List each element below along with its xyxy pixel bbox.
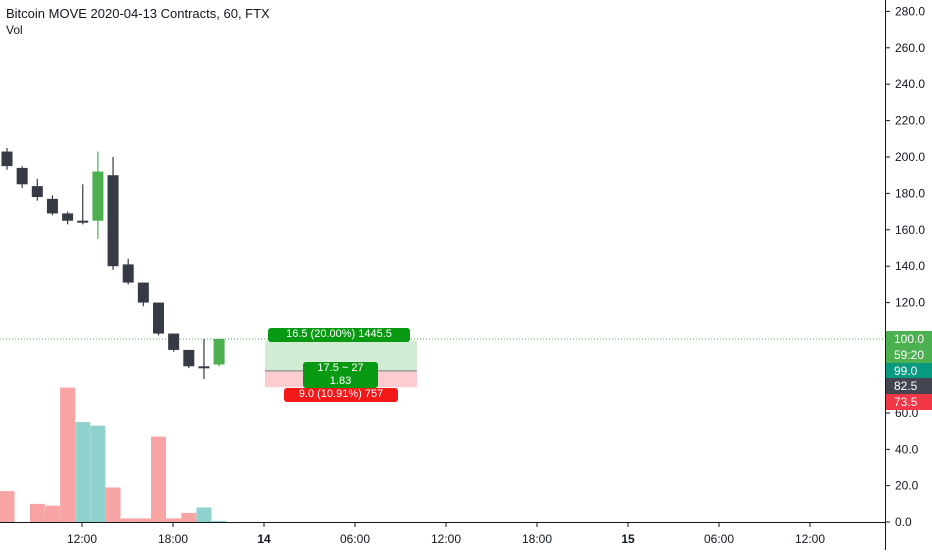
price-axis-label: 99.0: [886, 363, 932, 379]
price-tick-label: 160.0: [895, 223, 925, 237]
target-label: 16.5 (20.00%) 1445.5: [268, 328, 410, 342]
price-axis-label: 73.5: [886, 394, 932, 410]
volume-bar: [90, 426, 105, 522]
candle-body: [138, 283, 149, 303]
legend-title: Bitcoin MOVE 2020-04-13 Contracts, 60, F…: [6, 6, 270, 22]
chart-legend: Bitcoin MOVE 2020-04-13 Contracts, 60, F…: [6, 6, 270, 38]
time-tick-label: 12:00: [67, 532, 97, 546]
volume-tick-label: 20.0: [895, 479, 919, 493]
volume-bar: [30, 504, 45, 522]
candle-body: [168, 334, 179, 350]
volume-bar: [60, 388, 75, 522]
stop-label: 9.0 (10.91%) 757: [284, 388, 398, 402]
volume-bar: [151, 437, 166, 522]
candle-body: [198, 366, 209, 368]
time-tick-label: 14: [257, 532, 271, 546]
price-tick-label: 220.0: [895, 114, 925, 128]
price-tick-label: 120.0: [895, 296, 925, 310]
candle-body: [17, 168, 28, 184]
volume-bar: [106, 487, 121, 522]
legend-volume: Vol: [6, 22, 270, 38]
time-tick-label: 18:00: [158, 532, 188, 546]
volume-bar: [136, 518, 151, 522]
volume-bar: [121, 518, 136, 522]
candle-body: [183, 350, 194, 366]
price-tick-label: 260.0: [895, 41, 925, 55]
time-tick-label: 06:00: [704, 532, 734, 546]
volume-bar: [212, 521, 227, 522]
price-tick-label: 200.0: [895, 150, 925, 164]
time-tick-label: 15: [621, 532, 635, 546]
ratio-range-text: 17.5 ~ 27: [303, 362, 378, 375]
price-axis-label: 100.0: [886, 331, 932, 347]
volume-bar: [45, 506, 60, 522]
time-tick-label: 18:00: [522, 532, 552, 546]
volume-tick-label: 40.0: [895, 442, 919, 456]
price-tick-label: 280.0: [895, 4, 925, 18]
price-tick-label: 180.0: [895, 186, 925, 200]
candle-body: [2, 152, 13, 167]
price-axis-label: 59:20: [886, 347, 932, 363]
candle-body: [32, 186, 43, 197]
volume-bar: [181, 513, 196, 522]
time-tick-label: 12:00: [431, 532, 461, 546]
candle-body: [214, 339, 225, 364]
price-axis-label: 82.5: [886, 378, 932, 394]
position-center-label: 17.5 ~ 27 1.83: [303, 362, 378, 388]
candle-body: [92, 172, 103, 221]
price-tick-label: 140.0: [895, 259, 925, 273]
risk-reward-text: 1.83: [303, 375, 378, 388]
volume-bar: [196, 507, 211, 522]
time-tick-label: 12:00: [795, 532, 825, 546]
time-tick-label: 06:00: [340, 532, 370, 546]
candle-body: [47, 199, 58, 214]
candle-body: [123, 264, 134, 282]
candle-body: [153, 303, 164, 334]
volume-bar: [75, 422, 90, 522]
candle-body: [77, 221, 88, 223]
volume-bar: [0, 491, 15, 522]
volume-tick-label: 0.0: [895, 515, 912, 529]
candle-body: [62, 213, 73, 220]
candle-body: [108, 175, 119, 266]
price-tick-label: 240.0: [895, 77, 925, 91]
volume-bar: [166, 518, 181, 522]
